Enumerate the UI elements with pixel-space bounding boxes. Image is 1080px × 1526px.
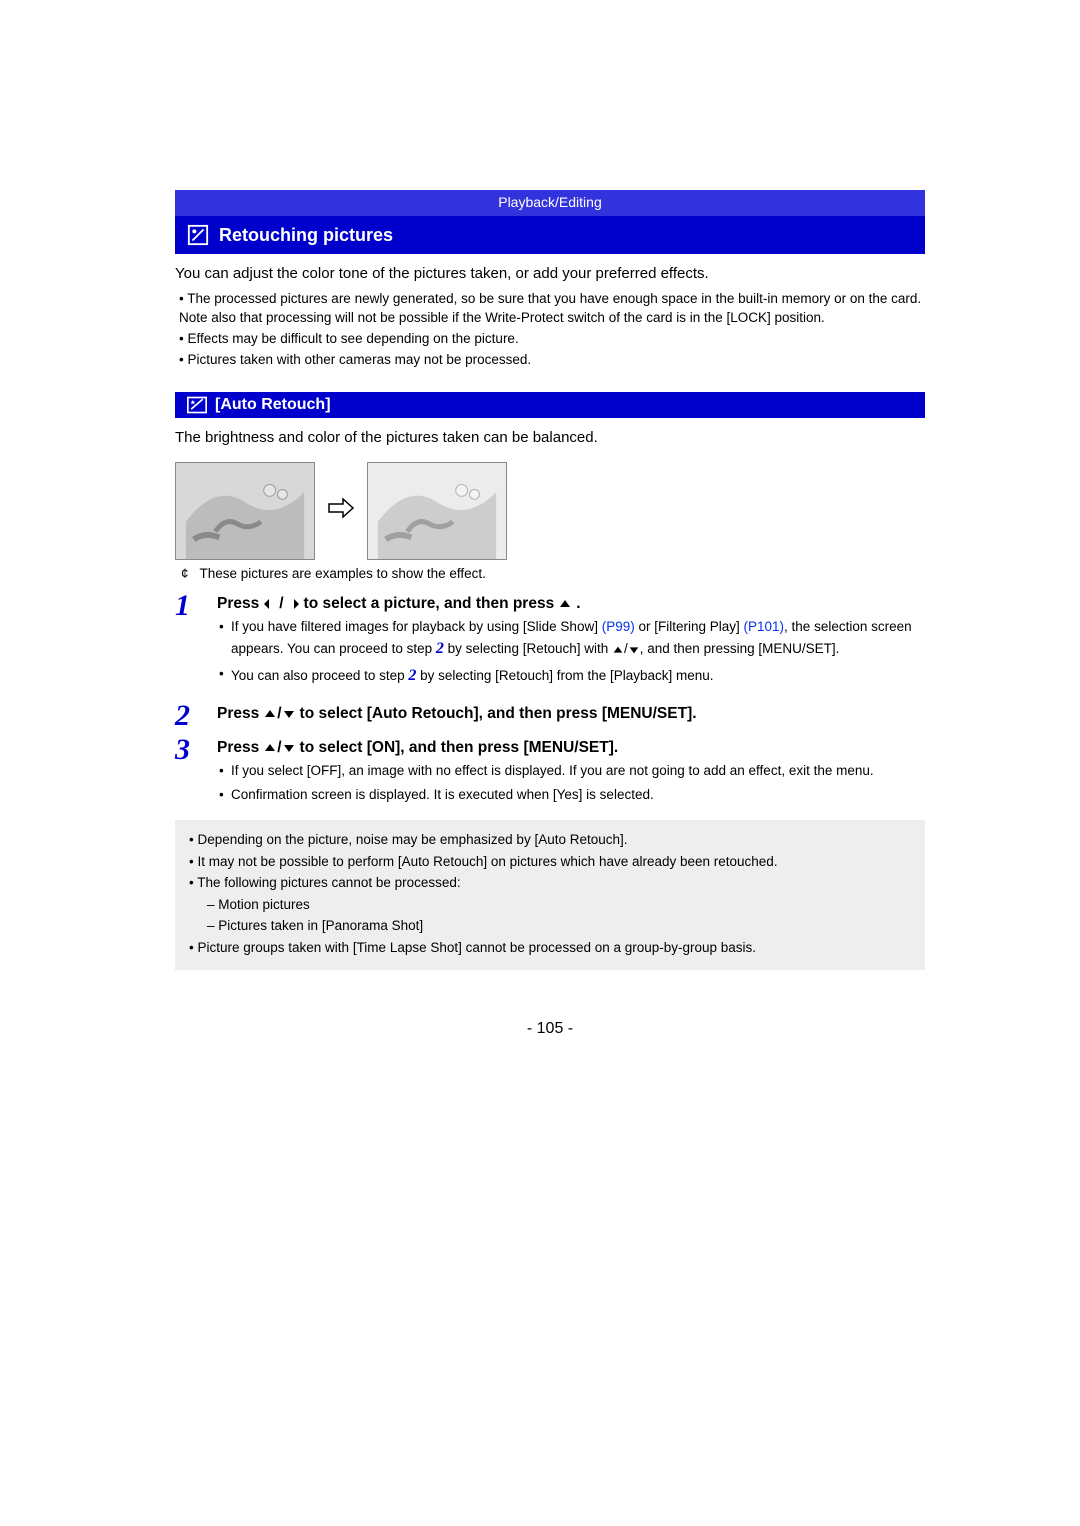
- note-item: The following pictures cannot be process…: [189, 873, 915, 893]
- notes-box: Depending on the picture, noise may be e…: [175, 820, 925, 969]
- example-footnote: ¢ These pictures are examples to show th…: [181, 566, 925, 581]
- section-title-text: Retouching pictures: [219, 225, 393, 246]
- left-right-arrow-icon: /: [263, 595, 299, 613]
- page-link[interactable]: (P99): [602, 619, 635, 634]
- footnote-marker: ¢: [181, 566, 189, 581]
- example-before-thumb: [175, 462, 315, 560]
- intro-text: You can adjust the color tone of the pic…: [175, 264, 925, 284]
- step-sub-item: Confirmation screen is displayed. It is …: [231, 785, 925, 805]
- breadcrumb: Playback/Editing: [175, 190, 925, 214]
- retouch-section-icon: [187, 224, 209, 246]
- note-item: It may not be possible to perform [Auto …: [189, 852, 915, 872]
- step-body: Press / to select [ON], and then press […: [217, 735, 925, 814]
- note-sub-item: Pictures taken in [Panorama Shot]: [189, 916, 915, 936]
- intro-bullet: The processed pictures are newly generat…: [179, 290, 925, 328]
- step-sub-item: If you select [OFF], an image with no ef…: [231, 761, 925, 781]
- step-heading-text: to select a picture, and then press: [304, 595, 555, 613]
- subsection-title-bar: [Auto Retouch]: [175, 392, 925, 418]
- step-sub-item: You can also proceed to step 2 by select…: [231, 664, 925, 687]
- note-item: Picture groups taken with [Time Lapse Sh…: [189, 938, 915, 958]
- button-ref: /: [612, 641, 640, 656]
- step-heading-text: Press: [217, 595, 259, 613]
- example-images-row: [175, 462, 925, 560]
- example-after-thumb: [367, 462, 507, 560]
- subsection-lead: The brightness and color of the pictures…: [175, 428, 925, 448]
- step-heading-text: to select [Auto Retouch], and then press…: [300, 705, 697, 723]
- page-number: - 105 -: [175, 1020, 925, 1038]
- page-link[interactable]: (P101): [744, 619, 785, 634]
- steps-list: 1 Press / to select a picture, and then …: [175, 591, 925, 814]
- down-arrow-icon: [628, 639, 640, 659]
- auto-retouch-icon: [187, 396, 207, 414]
- note-sub-item: Motion pictures: [189, 895, 915, 915]
- up-arrow-icon: [612, 639, 624, 659]
- step-body: Press / to select a picture, and then pr…: [217, 591, 925, 697]
- intro-bullet: Pictures taken with other cameras may no…: [179, 351, 925, 370]
- step-heading: Press / to select [Auto Retouch], and th…: [217, 705, 925, 723]
- up-down-arrow-icon: /: [263, 739, 295, 757]
- step-heading: Press / to select [ON], and then press […: [217, 739, 925, 757]
- step-2: 2 Press / to select [Auto Retouch], and …: [175, 701, 925, 731]
- intro-bullet: Effects may be difficult to see dependin…: [179, 330, 925, 349]
- subsection-title-text: [Auto Retouch]: [215, 396, 331, 414]
- step-number: 3: [175, 735, 203, 814]
- footnote-text: These pictures are examples to show the …: [200, 566, 486, 581]
- step-heading: Press / to select a picture, and then pr…: [217, 595, 925, 613]
- step-body: Press / to select [Auto Retouch], and th…: [217, 701, 925, 731]
- step-sub-list: If you select [OFF], an image with no ef…: [217, 761, 925, 804]
- section-title-bar: Retouching pictures: [175, 214, 925, 254]
- step-heading-text: .: [576, 595, 580, 613]
- step-3: 3 Press / to select [ON], and then press…: [175, 735, 925, 814]
- up-down-arrow-icon: /: [263, 705, 295, 723]
- up-arrow-icon: [558, 595, 572, 613]
- note-item: Depending on the picture, noise may be e…: [189, 830, 915, 850]
- step-number: 1: [175, 591, 203, 697]
- step-heading-text: Press: [217, 705, 259, 723]
- step-sub-list: If you have filtered images for playback…: [217, 617, 925, 687]
- step-1: 1 Press / to select a picture, and then …: [175, 591, 925, 697]
- step-heading-text: Press: [217, 739, 259, 757]
- intro-bullets: The processed pictures are newly generat…: [175, 290, 925, 370]
- inline-step-ref: 2: [436, 640, 444, 657]
- step-sub-item: If you have filtered images for playback…: [231, 617, 925, 660]
- right-arrow-icon: [327, 496, 355, 527]
- step-heading-text: to select [ON], and then press [MENU/SET…: [300, 739, 619, 757]
- manual-page: Playback/Editing Retouching pictures You…: [0, 0, 1080, 1098]
- step-number: 2: [175, 701, 203, 731]
